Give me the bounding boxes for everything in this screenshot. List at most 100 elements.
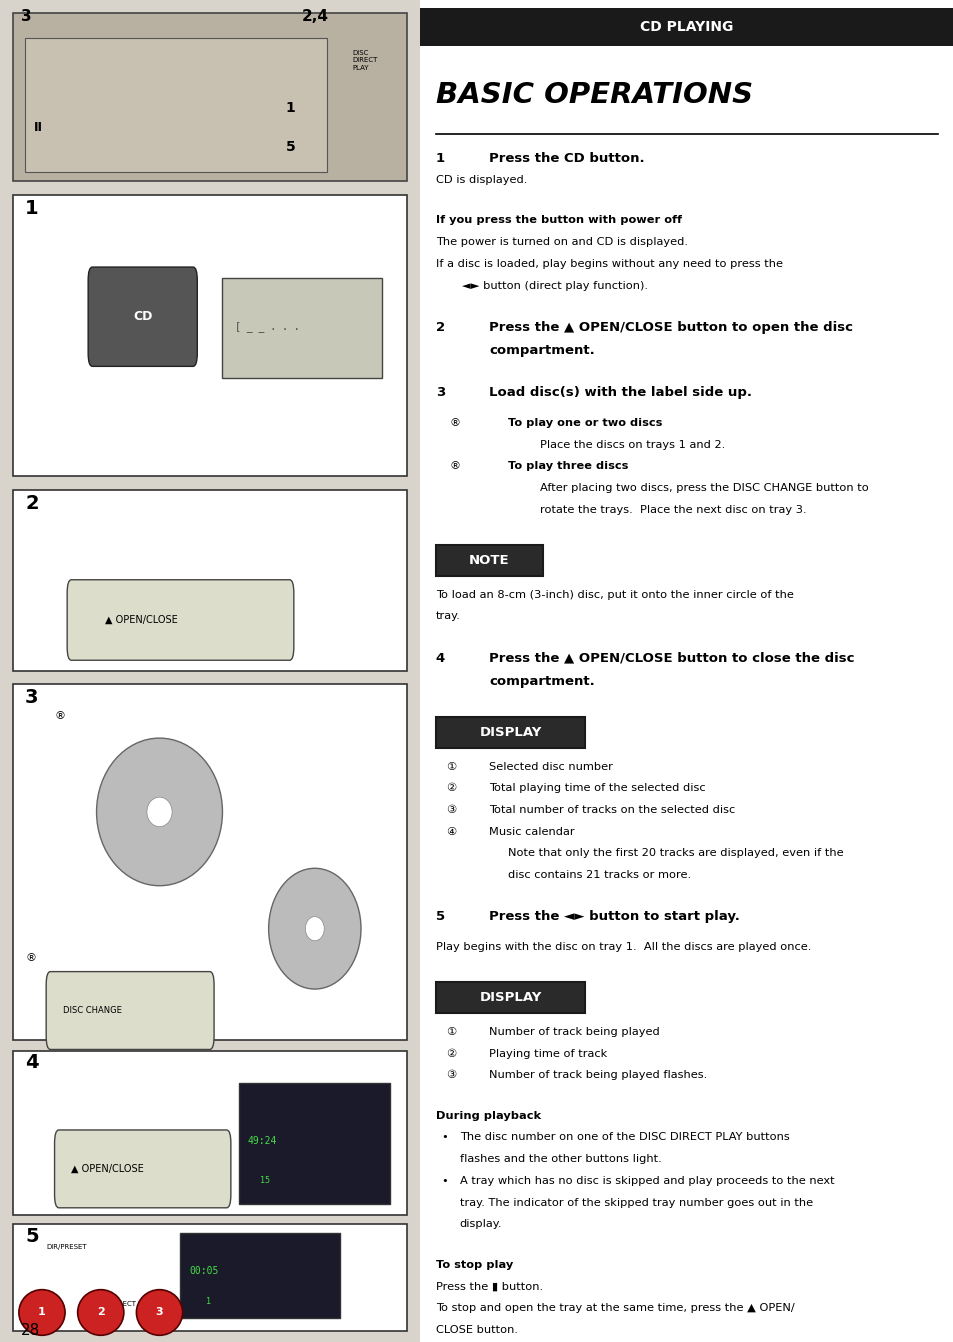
Text: ①: ① [446,1027,456,1037]
Ellipse shape [305,917,324,941]
Text: tray. The indicator of the skipped tray number goes out in the: tray. The indicator of the skipped tray … [459,1197,812,1208]
Text: flashes and the other buttons light.: flashes and the other buttons light. [459,1154,660,1164]
Text: •: • [440,1133,447,1142]
Text: Press the CD button.: Press the CD button. [489,152,644,165]
Ellipse shape [77,1290,124,1335]
Bar [436,717,585,747]
Bar [419,8,953,46]
Text: To play three discs: To play three discs [507,462,628,471]
Text: Number of track being played flashes.: Number of track being played flashes. [489,1071,707,1080]
Text: DIR/PRESET: DIR/PRESET [46,1244,87,1249]
Text: DISC
DIRECT
PLAY: DISC DIRECT PLAY [353,50,377,71]
FancyBboxPatch shape [54,1130,231,1208]
Bar [436,545,542,576]
Text: ④: ④ [446,827,456,837]
Text: The disc number on one of the DISC DIRECT PLAY buttons: The disc number on one of the DISC DIREC… [459,1133,789,1142]
Text: 3: 3 [436,386,444,399]
Text: disc contains 21 tracks or more.: disc contains 21 tracks or more. [507,870,690,880]
Text: compartment.: compartment. [489,675,595,688]
Text: Press the ◄► button to start play.: Press the ◄► button to start play. [489,910,740,923]
Text: 5: 5 [436,910,444,923]
Text: 2,4: 2,4 [302,9,329,24]
Text: NOTE: NOTE [469,554,509,568]
Text: Playing time of track: Playing time of track [489,1048,607,1059]
Text: 3: 3 [21,9,31,24]
Text: ◄► button (direct play function).: ◄► button (direct play function). [462,280,648,291]
Ellipse shape [269,868,360,989]
Text: Play begins with the disc on tray 1.  All the discs are played once.: Play begins with the disc on tray 1. All… [436,942,810,953]
Text: DISC DIRECT PLAY: DISC DIRECT PLAY [92,1302,155,1307]
Text: Load disc(s) with the label side up.: Load disc(s) with the label side up. [489,386,751,399]
Text: If a disc is loaded, play begins without any need to press the: If a disc is loaded, play begins without… [436,259,782,268]
Text: 3: 3 [25,688,39,707]
Text: 1: 1 [436,152,444,165]
Text: 4: 4 [436,652,444,664]
Bar [180,1233,339,1318]
Text: ③: ③ [446,1071,456,1080]
Text: ®: ® [449,417,459,428]
Bar [12,13,407,181]
Text: Press the ▲ OPEN/CLOSE button to close the disc: Press the ▲ OPEN/CLOSE button to close t… [489,652,854,664]
Text: 1: 1 [38,1307,46,1318]
Text: To load an 8-cm (3-inch) disc, put it onto the inner circle of the: To load an 8-cm (3-inch) disc, put it on… [436,589,793,600]
Text: A tray which has no disc is skipped and play proceeds to the next: A tray which has no disc is skipped and … [459,1176,834,1186]
Text: To stop play: To stop play [436,1260,513,1270]
Text: DISC CHANGE: DISC CHANGE [63,1006,122,1015]
Text: ®: ® [449,462,459,471]
Text: 1: 1 [206,1298,211,1306]
Bar [12,684,407,1040]
Text: 1: 1 [285,101,294,114]
Text: ▲ OPEN/CLOSE: ▲ OPEN/CLOSE [105,615,177,625]
Text: 3: 3 [155,1307,163,1318]
Text: CLOSE button.: CLOSE button. [436,1325,517,1335]
Ellipse shape [96,738,222,886]
Text: 2: 2 [97,1307,105,1318]
Bar [12,1051,407,1215]
Bar [222,278,381,378]
Ellipse shape [147,797,172,827]
Text: Place the discs on trays 1 and 2.: Place the discs on trays 1 and 2. [539,440,724,450]
Bar [12,195,407,476]
Text: tray.: tray. [436,612,460,621]
Text: CD PLAYING: CD PLAYING [639,20,733,34]
Text: 00:05: 00:05 [189,1266,218,1276]
Text: ▲ OPEN/CLOSE: ▲ OPEN/CLOSE [71,1164,144,1174]
Bar [239,1083,390,1204]
Text: Press the ▮ button.: Press the ▮ button. [436,1282,542,1291]
Text: During playback: During playback [436,1111,540,1121]
Text: BASIC OPERATIONS: BASIC OPERATIONS [436,81,752,109]
Text: ®: ® [25,953,36,962]
Text: 2: 2 [436,321,444,334]
Text: 5: 5 [285,140,294,153]
Bar [12,1224,407,1331]
Text: The power is turned on and CD is displayed.: The power is turned on and CD is display… [436,238,687,247]
Ellipse shape [19,1290,65,1335]
Text: CD: CD [132,310,152,323]
Text: After placing two discs, press the DISC CHANGE button to: After placing two discs, press the DISC … [539,483,868,494]
Text: Selected disc number: Selected disc number [489,761,613,772]
Text: [ _ _ . . .: [ _ _ . . . [234,321,299,331]
Text: 1: 1 [25,199,39,217]
FancyBboxPatch shape [46,972,213,1049]
Text: 2: 2 [25,494,39,513]
Text: Total number of tracks on the selected disc: Total number of tracks on the selected d… [489,805,735,815]
Text: ①: ① [446,761,456,772]
Text: Note that only the first 20 tracks are displayed, even if the: Note that only the first 20 tracks are d… [507,848,842,859]
Text: Press the ▲ OPEN/CLOSE button to open the disc: Press the ▲ OPEN/CLOSE button to open th… [489,321,852,334]
Text: display.: display. [459,1220,502,1229]
Text: ②: ② [446,1048,456,1059]
Text: To stop and open the tray at the same time, press the ▲ OPEN/: To stop and open the tray at the same ti… [436,1303,794,1312]
Text: •: • [440,1176,447,1186]
Text: 15: 15 [260,1177,270,1185]
Text: ®: ® [54,711,66,721]
Bar [436,982,585,1013]
Bar [12,490,407,671]
Text: Total playing time of the selected disc: Total playing time of the selected disc [489,784,705,793]
Bar [25,38,327,172]
FancyBboxPatch shape [67,580,294,660]
Text: ②: ② [446,784,456,793]
FancyBboxPatch shape [88,267,197,366]
Text: ③: ③ [446,805,456,815]
Text: Music calendar: Music calendar [489,827,575,837]
Text: 5: 5 [25,1227,39,1245]
